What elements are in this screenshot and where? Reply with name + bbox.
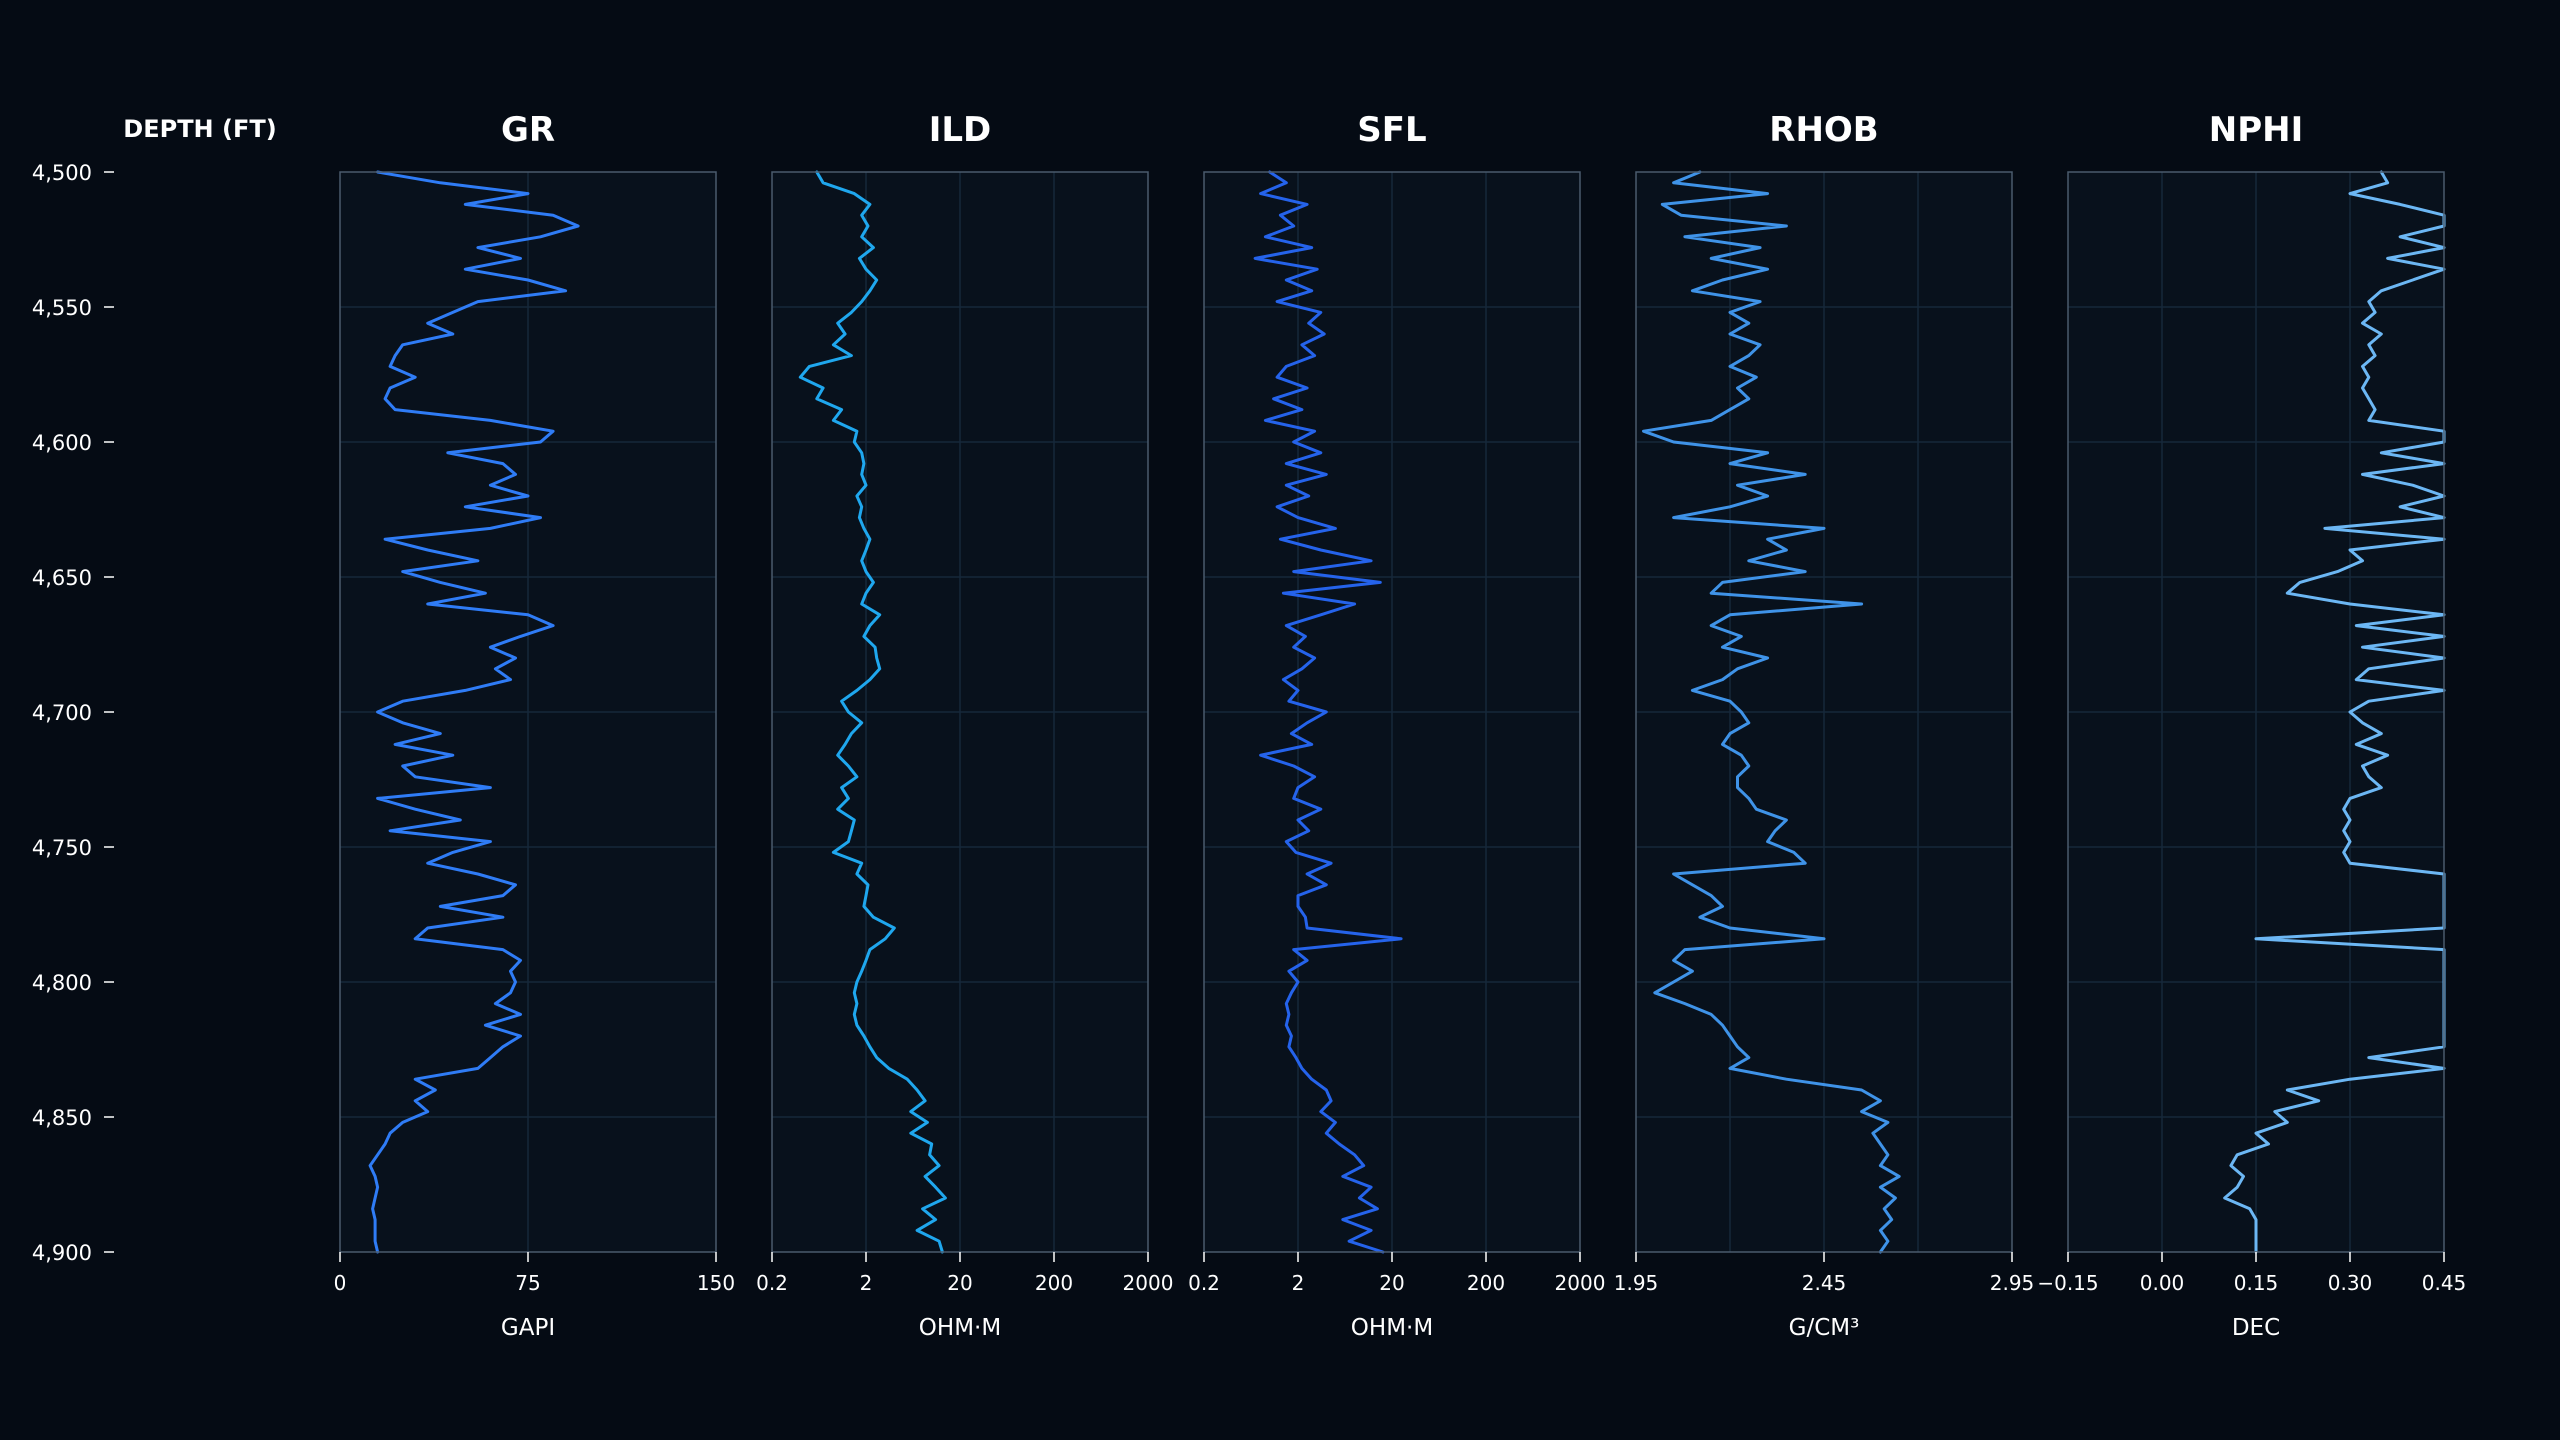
track-title: ILD xyxy=(929,110,992,150)
x-tick-label: 0.2 xyxy=(1188,1271,1220,1295)
x-tick-label: 2 xyxy=(860,1271,873,1295)
track-unit: DEC xyxy=(2232,1315,2280,1341)
depth-tick-label: 4,550 xyxy=(32,296,92,320)
depth-tick-label: 4,600 xyxy=(32,431,92,455)
x-tick-label: 150 xyxy=(697,1271,735,1295)
track-unit: OHM·M xyxy=(919,1315,1001,1341)
track-title: GR xyxy=(501,110,555,150)
depth-axis-label: DEPTH (FT) xyxy=(123,115,276,143)
depth-tick-label: 4,800 xyxy=(32,971,92,995)
log-tracks: GR 0 75 150 GAPI ILD 0.2 2 20 200 2000 OHM·M SFL 0.2 2… xyxy=(334,110,2467,1341)
track-unit: G/CM³ xyxy=(1789,1315,1860,1341)
depth-tick-label: 4,750 xyxy=(32,836,92,860)
track-ild: ILD 0.2 2 20 200 2000 OHM·M xyxy=(756,110,1173,1341)
depth-axis: 4,500 4,550 4,600 4,650 4,700 4,750 4,800 4,850… xyxy=(32,161,114,1265)
depth-tick-label: 4,650 xyxy=(32,566,92,590)
x-tick-label: 75 xyxy=(515,1271,540,1295)
x-tick-label: 1.95 xyxy=(1614,1271,1659,1295)
depth-tick-label: 4,900 xyxy=(32,1241,92,1265)
depth-tick-label: 4,700 xyxy=(32,701,92,725)
gr-curve xyxy=(368,170,580,1254)
nphi-curve xyxy=(2223,170,2446,1254)
x-tick-label: 2000 xyxy=(1123,1271,1174,1295)
track-title: NPHI xyxy=(2209,110,2303,150)
x-tick-label: 2 xyxy=(1292,1271,1305,1295)
x-tick-label: 0.15 xyxy=(2234,1271,2279,1295)
sfl-curve xyxy=(1253,170,1403,1254)
track-title: RHOB xyxy=(1769,110,1878,150)
x-tick-label: 20 xyxy=(947,1271,972,1295)
track-title: SFL xyxy=(1357,110,1426,150)
ild-curve xyxy=(798,170,947,1254)
x-tick-label: 0.2 xyxy=(756,1271,788,1295)
x-tick-label: −0.15 xyxy=(2037,1271,2098,1295)
track-nphi: NPHI −0.15 0.00 0.15 0.30 0.45 DEC xyxy=(2037,110,2466,1341)
x-tick-label: 2.95 xyxy=(1990,1271,2035,1295)
depth-tick-label: 4,500 xyxy=(32,161,92,185)
depth-tick-label: 4,850 xyxy=(32,1106,92,1130)
rhob-curve xyxy=(1642,170,1901,1254)
x-tick-label: 0.30 xyxy=(2328,1271,2373,1295)
x-tick-label: 200 xyxy=(1467,1271,1505,1295)
x-tick-label: 2.45 xyxy=(1802,1271,1847,1295)
x-tick-label: 20 xyxy=(1379,1271,1404,1295)
track-gr: GR 0 75 150 GAPI xyxy=(334,110,735,1341)
x-tick-label: 0.45 xyxy=(2422,1271,2467,1295)
track-unit: OHM·M xyxy=(1351,1315,1433,1341)
track-sfl: SFL 0.2 2 20 200 2000 OHM·M xyxy=(1188,110,1605,1341)
x-tick-label: 200 xyxy=(1035,1271,1073,1295)
track-rhob: RHOB 1.95 2.45 2.95 G/CM³ xyxy=(1614,110,2035,1341)
track-unit: GAPI xyxy=(501,1315,555,1341)
x-tick-label: 0.00 xyxy=(2140,1271,2185,1295)
x-tick-label: 2000 xyxy=(1555,1271,1606,1295)
x-tick-label: 0 xyxy=(334,1271,347,1295)
